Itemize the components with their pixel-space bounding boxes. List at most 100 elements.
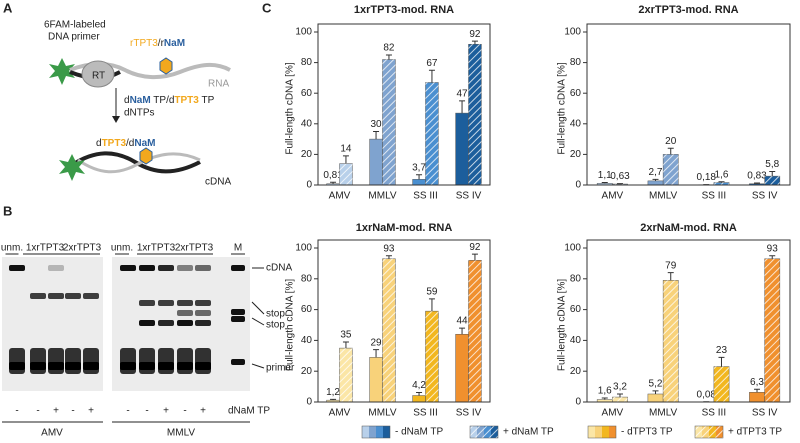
sign: - [126, 406, 129, 417]
legend-label: - dNaM TP [395, 427, 443, 438]
error-bar [601, 397, 608, 400]
text: /r [158, 38, 165, 49]
gel-band [65, 293, 81, 299]
legend-label: + dNaM TP [503, 427, 554, 438]
lane-label: 2xrTPT3 [175, 243, 214, 254]
y-tick-label: 20 [301, 149, 313, 160]
bar [412, 395, 426, 403]
primer-label: 6FAM-labeled [44, 20, 106, 31]
bar-hatch [339, 163, 353, 185]
error-bar [769, 171, 776, 177]
plot-frame [586, 23, 791, 186]
legend-swatch [609, 426, 616, 438]
y-tick-label: 20 [570, 366, 582, 377]
value-label: 5,8 [765, 159, 779, 170]
sign-label: dNaM TP [228, 406, 270, 417]
gel-band [139, 300, 155, 306]
error-bar [667, 147, 674, 155]
x-tick-label: AMV [329, 191, 351, 202]
value-label: 4,2 [412, 380, 426, 391]
gel-band [48, 293, 64, 299]
gel-band [83, 293, 99, 299]
y-tick-label: 60 [301, 88, 313, 99]
x-tick-label: SS III [413, 191, 437, 202]
y-axis-label: Full-length cDNA [%] [557, 62, 568, 154]
bar [455, 333, 469, 403]
gel-band [231, 316, 245, 322]
lane-label: 1xrTPT3 [26, 243, 65, 254]
y-tick-label: 100 [295, 27, 312, 38]
legend-label: - dTPT3 TP [621, 427, 673, 438]
gel-band [48, 348, 64, 374]
x-tick-label: SS IV [456, 408, 482, 419]
text: TP/d [151, 95, 175, 106]
legend-swatch [602, 426, 609, 438]
chart-title: 1xrNaM-mod. RNA [356, 222, 453, 234]
bar-hatch [382, 59, 396, 185]
y-tick-label: 40 [301, 118, 313, 129]
value-label: 92 [469, 242, 481, 253]
error-bar [718, 181, 725, 183]
gel-band [195, 348, 211, 374]
plot-frame [317, 23, 491, 186]
band-label: stop [266, 309, 285, 320]
value-label: 23 [716, 345, 728, 356]
enzyme-label: MMLV [167, 428, 195, 439]
value-label: 79 [665, 260, 677, 271]
arrow-head [112, 116, 120, 123]
error-bar [754, 182, 761, 184]
text: NaM [134, 138, 155, 149]
y-tick-label: 100 [564, 243, 581, 254]
gel-band [139, 348, 155, 374]
bar [647, 180, 664, 186]
chart-title: 1xrTPT3-mod. RNA [354, 4, 454, 16]
gel-band [83, 362, 99, 370]
gel-band [9, 362, 25, 370]
value-label: 35 [340, 330, 352, 341]
value-label: 59 [426, 286, 438, 297]
gel-band [158, 265, 174, 271]
value-label: 5,2 [649, 379, 663, 390]
text: d [96, 138, 102, 149]
bar-hatch [663, 154, 679, 185]
value-label: 0,18 [697, 172, 717, 183]
legend-swatch [362, 426, 369, 438]
x-tick-label: AMV [329, 408, 351, 419]
legend-hatch [709, 426, 716, 438]
legend-hatch [491, 426, 498, 438]
value-label: 14 [340, 144, 352, 155]
text: TP [199, 95, 215, 106]
cdna-label: cDNA [205, 177, 231, 188]
gel-band [158, 362, 174, 370]
legend-swatch [595, 426, 602, 438]
band-label: cDNA [266, 263, 292, 274]
band-arrow [251, 317, 265, 326]
gel-band [177, 310, 193, 316]
value-label: 92 [469, 29, 481, 40]
legend-swatch [383, 426, 390, 438]
gel-band [65, 362, 81, 370]
bar-hatch [663, 280, 679, 402]
gel-band [120, 362, 136, 370]
bar-hatch [339, 348, 353, 402]
gel-band [139, 320, 155, 326]
bar [369, 138, 383, 186]
gel-band [177, 265, 193, 271]
primer-label: DNA primer [48, 32, 100, 43]
plot-frame [586, 239, 791, 403]
band-label: primer [266, 363, 295, 374]
y-axis-label: Full-length cDNA [%] [557, 279, 568, 371]
gel-band [231, 265, 245, 271]
sign: - [15, 406, 18, 417]
band-arrow [251, 301, 265, 315]
chart-title: 2xrTPT3-mod. RNA [638, 4, 738, 16]
gel-band [177, 362, 193, 370]
error-bar [652, 178, 659, 181]
legend-swatch [376, 426, 383, 438]
rt-label: RT [92, 71, 105, 82]
error-bar [769, 255, 776, 259]
y-tick-label: 80 [301, 273, 313, 284]
x-tick-label: MMLV [368, 191, 396, 202]
bar-hatch [764, 176, 780, 185]
error-bar [373, 349, 380, 358]
